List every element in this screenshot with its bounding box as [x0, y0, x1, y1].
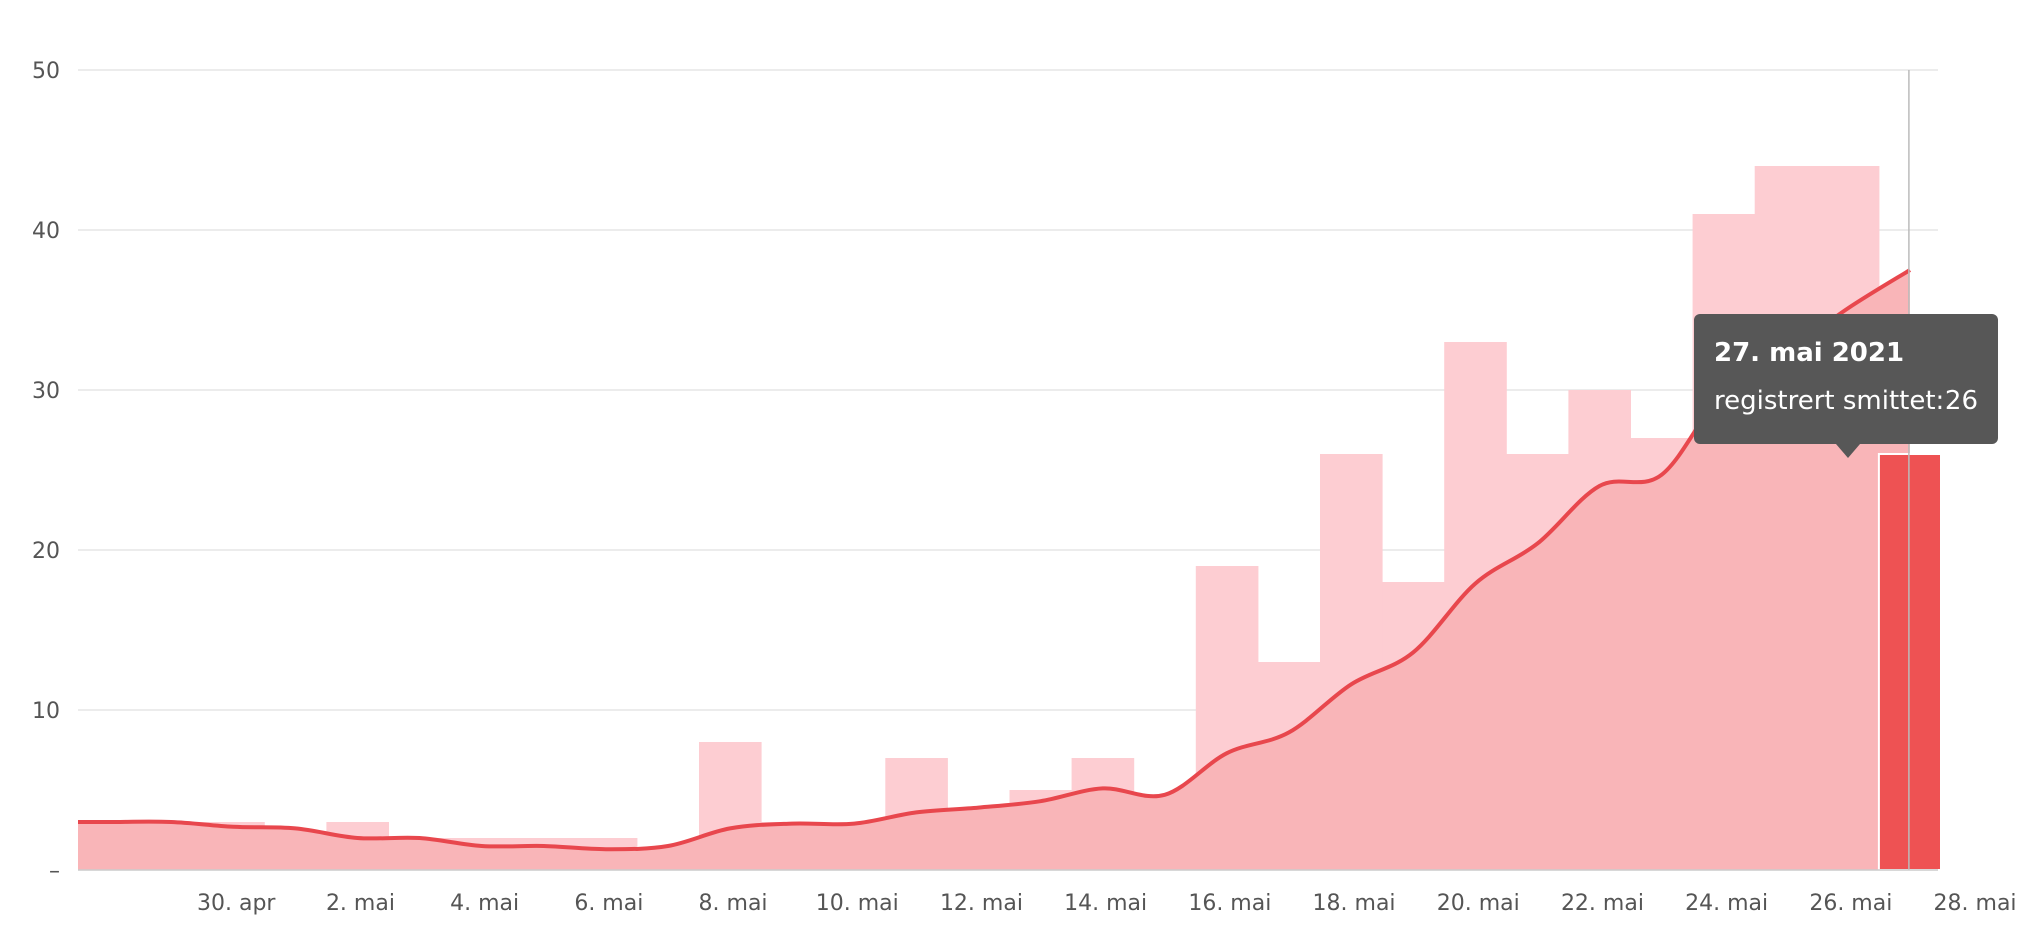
x-tick-label: 16. mai [1188, 891, 1271, 916]
tooltip-row: registrert smittet: 26 [1714, 384, 1978, 418]
x-tick-label: 4. mai [450, 891, 519, 916]
y-tick-label: 10 [32, 699, 60, 724]
x-tick-label: 8. mai [699, 891, 768, 916]
x-tick-label: 12. mai [940, 891, 1023, 916]
highlighted-bar [1877, 453, 1943, 871]
highlighted-bar-group [1877, 453, 1943, 871]
axes: – 10 20 30 40 50 30. apr 2. mai 4. mai 6. mai 8. m… [32, 59, 2017, 916]
x-tick-label: 14. mai [1064, 891, 1147, 916]
trend-line-series [77, 268, 1912, 852]
y-tick-label: 20 [32, 539, 60, 564]
x-tick-label: 26. mai [1809, 891, 1892, 916]
tooltip-arrow [1836, 444, 1860, 458]
x-tick-label: 30. apr [197, 891, 276, 916]
trend-line [77, 268, 1912, 852]
x-tick-label: 28. mai [1934, 891, 2017, 916]
y-tick-label: 30 [32, 379, 60, 404]
tooltip: 27. mai 2021 registrert smittet: 26 [1694, 314, 1998, 444]
x-tick-label: 2. mai [326, 891, 395, 916]
x-tick-label: 22. mai [1561, 891, 1644, 916]
tooltip-title: 27. mai 2021 [1714, 338, 1905, 368]
x-tick-label: 18. mai [1313, 891, 1396, 916]
tooltip-label: registrert smittet: [1714, 386, 1945, 416]
trend-area-fill [78, 270, 1910, 870]
trend-area [78, 270, 1910, 870]
y-tick-label: – [49, 859, 60, 884]
x-tick-label: 24. mai [1685, 891, 1768, 916]
x-tick-label: 10. mai [816, 891, 899, 916]
y-tick-label: 50 [32, 59, 60, 84]
y-tick-label: 40 [32, 219, 60, 244]
x-tick-label: 6. mai [574, 891, 643, 916]
x-tick-label: 20. mai [1437, 891, 1520, 916]
tooltip-value: 26 [1944, 386, 1978, 416]
